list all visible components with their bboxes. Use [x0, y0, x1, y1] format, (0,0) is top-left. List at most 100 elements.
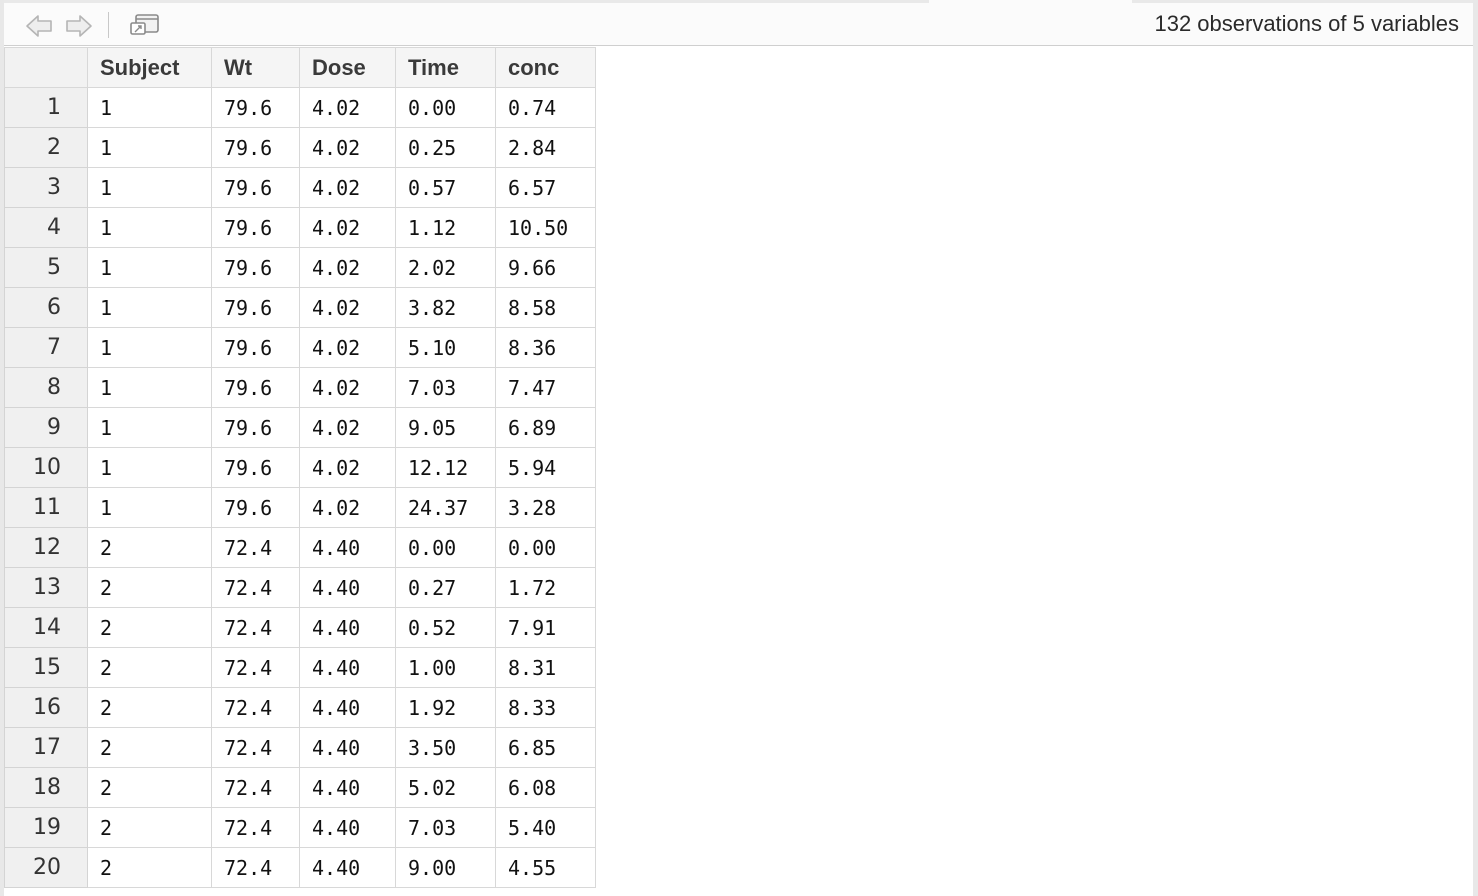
cell-conc[interactable]: 8.36: [495, 327, 596, 368]
cell-subject[interactable]: 2: [87, 687, 212, 728]
cell-time[interactable]: 9.00: [395, 847, 496, 888]
cell-conc[interactable]: 8.31: [495, 647, 596, 688]
cell-wt[interactable]: 79.6: [211, 487, 300, 528]
cell-dose[interactable]: 4.02: [299, 487, 396, 528]
cell-conc[interactable]: 8.33: [495, 687, 596, 728]
cell-conc[interactable]: 7.47: [495, 367, 596, 408]
cell-wt[interactable]: 72.4: [211, 687, 300, 728]
cell-time[interactable]: 3.50: [395, 727, 496, 768]
cell-wt[interactable]: 79.6: [211, 167, 300, 208]
cell-time[interactable]: 5.02: [395, 767, 496, 808]
cell-dose[interactable]: 4.02: [299, 367, 396, 408]
cell-subject[interactable]: 1: [87, 167, 212, 208]
cell-subject[interactable]: 1: [87, 327, 212, 368]
cell-conc[interactable]: 6.57: [495, 167, 596, 208]
cell-wt[interactable]: 72.4: [211, 527, 300, 568]
cell-subject[interactable]: 2: [87, 527, 212, 568]
cell-dose[interactable]: 4.02: [299, 407, 396, 448]
cell-dose[interactable]: 4.40: [299, 807, 396, 848]
cell-subject[interactable]: 1: [87, 367, 212, 408]
arrow-left-icon[interactable]: [24, 11, 54, 41]
cell-dose[interactable]: 4.02: [299, 287, 396, 328]
cell-subject[interactable]: 1: [87, 487, 212, 528]
cell-wt[interactable]: 79.6: [211, 287, 300, 328]
cell-conc[interactable]: 8.58: [495, 287, 596, 328]
cell-time[interactable]: 7.03: [395, 367, 496, 408]
cell-subject[interactable]: 2: [87, 647, 212, 688]
cell-conc[interactable]: 6.89: [495, 407, 596, 448]
cell-dose[interactable]: 4.02: [299, 247, 396, 288]
cell-conc[interactable]: 1.72: [495, 567, 596, 608]
cell-dose[interactable]: 4.40: [299, 687, 396, 728]
cell-wt[interactable]: 79.6: [211, 87, 300, 128]
cell-wt[interactable]: 72.4: [211, 847, 300, 888]
cell-dose[interactable]: 4.02: [299, 127, 396, 168]
cell-subject[interactable]: 1: [87, 247, 212, 288]
column-header-wt[interactable]: Wt: [211, 47, 300, 88]
cell-subject[interactable]: 2: [87, 847, 212, 888]
column-header-subject[interactable]: Subject: [87, 47, 212, 88]
cell-subject[interactable]: 1: [87, 127, 212, 168]
cell-time[interactable]: 1.00: [395, 647, 496, 688]
cell-time[interactable]: 0.25: [395, 127, 496, 168]
cell-conc[interactable]: 6.85: [495, 727, 596, 768]
cell-subject[interactable]: 1: [87, 207, 212, 248]
cell-dose[interactable]: 4.40: [299, 767, 396, 808]
cell-wt[interactable]: 72.4: [211, 567, 300, 608]
cell-time[interactable]: 1.12: [395, 207, 496, 248]
cell-time[interactable]: 3.82: [395, 287, 496, 328]
cell-wt[interactable]: 79.6: [211, 247, 300, 288]
cell-subject[interactable]: 1: [87, 87, 212, 128]
cell-wt[interactable]: 79.6: [211, 407, 300, 448]
cell-wt[interactable]: 72.4: [211, 807, 300, 848]
cell-dose[interactable]: 4.02: [299, 327, 396, 368]
cell-time[interactable]: 0.00: [395, 527, 496, 568]
cell-conc[interactable]: 6.08: [495, 767, 596, 808]
cell-dose[interactable]: 4.40: [299, 647, 396, 688]
column-header-time[interactable]: Time: [395, 47, 496, 88]
cell-conc[interactable]: 5.40: [495, 807, 596, 848]
cell-wt[interactable]: 79.6: [211, 367, 300, 408]
cell-conc[interactable]: 5.94: [495, 447, 596, 488]
cell-time[interactable]: 0.57: [395, 167, 496, 208]
cell-conc[interactable]: 3.28: [495, 487, 596, 528]
cell-dose[interactable]: 4.02: [299, 167, 396, 208]
cell-dose[interactable]: 4.02: [299, 87, 396, 128]
cell-conc[interactable]: 7.91: [495, 607, 596, 648]
cell-subject[interactable]: 2: [87, 727, 212, 768]
cell-conc[interactable]: 4.55: [495, 847, 596, 888]
cell-time[interactable]: 0.27: [395, 567, 496, 608]
cell-dose[interactable]: 4.40: [299, 847, 396, 888]
cell-wt[interactable]: 79.6: [211, 447, 300, 488]
cell-subject[interactable]: 2: [87, 767, 212, 808]
cell-subject[interactable]: 1: [87, 447, 212, 488]
cell-time[interactable]: 7.03: [395, 807, 496, 848]
cell-dose[interactable]: 4.40: [299, 567, 396, 608]
cell-time[interactable]: 9.05: [395, 407, 496, 448]
cell-subject[interactable]: 2: [87, 607, 212, 648]
cell-wt[interactable]: 79.6: [211, 207, 300, 248]
cell-dose[interactable]: 4.02: [299, 447, 396, 488]
cell-dose[interactable]: 4.40: [299, 727, 396, 768]
cell-time[interactable]: 0.00: [395, 87, 496, 128]
cell-time[interactable]: 1.92: [395, 687, 496, 728]
cell-wt[interactable]: 72.4: [211, 607, 300, 648]
cell-subject[interactable]: 2: [87, 807, 212, 848]
cell-conc[interactable]: 10.50: [495, 207, 596, 248]
cell-wt[interactable]: 79.6: [211, 127, 300, 168]
cell-conc[interactable]: 0.74: [495, 87, 596, 128]
cell-dose[interactable]: 4.02: [299, 207, 396, 248]
cell-wt[interactable]: 79.6: [211, 327, 300, 368]
cell-dose[interactable]: 4.40: [299, 527, 396, 568]
cell-time[interactable]: 24.37: [395, 487, 496, 528]
cell-wt[interactable]: 72.4: [211, 727, 300, 768]
cell-subject[interactable]: 1: [87, 407, 212, 448]
cell-conc[interactable]: 2.84: [495, 127, 596, 168]
cell-subject[interactable]: 1: [87, 287, 212, 328]
cell-subject[interactable]: 2: [87, 567, 212, 608]
cell-time[interactable]: 0.52: [395, 607, 496, 648]
cell-wt[interactable]: 72.4: [211, 767, 300, 808]
column-header-dose[interactable]: Dose: [299, 47, 396, 88]
cell-wt[interactable]: 72.4: [211, 647, 300, 688]
cell-conc[interactable]: 9.66: [495, 247, 596, 288]
